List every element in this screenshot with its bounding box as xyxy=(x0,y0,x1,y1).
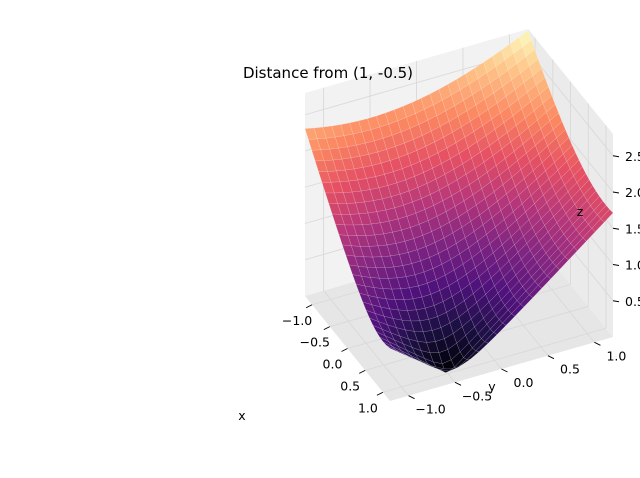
surface-mesh xyxy=(304,30,614,373)
chart-title: Distance from (1, -0.5) xyxy=(243,64,413,82)
y-tick-mark xyxy=(547,355,555,360)
z-tick-label: 1.0 xyxy=(625,258,640,273)
z-tick-label: 1.5 xyxy=(625,221,640,236)
y-tick-mark xyxy=(408,395,415,400)
z-tick-mark xyxy=(612,300,620,303)
surface-cell xyxy=(484,332,498,344)
surface-cell xyxy=(457,359,471,368)
surface-cell xyxy=(555,256,569,270)
surface-cell xyxy=(395,349,408,357)
z-tick-mark xyxy=(612,227,620,230)
z-tick-label: 2.0 xyxy=(625,185,640,200)
x-tick-mark xyxy=(341,348,348,352)
y-tick-label: 0.5 xyxy=(560,362,580,377)
x-tick-label: 1.0 xyxy=(358,400,378,415)
surface-cell xyxy=(511,303,525,317)
z-axis-label: z xyxy=(577,204,584,219)
surface-cell xyxy=(386,345,400,353)
surface-cell xyxy=(413,358,426,364)
y-tick-label: 1.0 xyxy=(606,348,626,363)
y-tick-mark xyxy=(454,381,462,386)
axis-ticks: −1.0 −0.5 0.0 0.5 1.0 −1.0 −0.5 0.0 0.5 1.0 0.5 1.0… xyxy=(282,149,640,417)
y-tick-label: −0.5 xyxy=(462,388,492,403)
surface-cell xyxy=(520,294,533,308)
surface-cell xyxy=(591,218,605,233)
x-axis-label: x xyxy=(238,408,245,423)
gridline-y-floor xyxy=(323,290,409,396)
gridline-z-back xyxy=(527,50,614,157)
surface-cell xyxy=(448,365,462,372)
x-tick-mark xyxy=(359,369,366,374)
x-tick-label: 0.5 xyxy=(340,378,360,393)
x-tick-mark xyxy=(323,326,330,331)
z-tick-label: 0.5 xyxy=(625,294,640,309)
y-axis-label: y xyxy=(488,379,496,394)
y-tick-label: 0.0 xyxy=(514,375,534,390)
y-tick-mark xyxy=(594,341,601,346)
y-tick-label: −1.0 xyxy=(415,402,445,417)
x-tick-label: −0.5 xyxy=(300,335,330,350)
z-tick-mark xyxy=(612,264,620,266)
surface-cell xyxy=(582,228,596,242)
x-tick-mark xyxy=(376,391,384,396)
surface-cell xyxy=(440,368,453,372)
x-tick-mark xyxy=(305,304,313,309)
x-tick-label: −1.0 xyxy=(282,313,312,328)
z-tick-label: 2.5 xyxy=(625,149,640,164)
x-tick-label: 0.0 xyxy=(323,357,343,372)
z-tick-mark xyxy=(612,191,620,194)
surface-cell xyxy=(422,362,435,367)
z-tick-mark xyxy=(612,155,620,158)
surface-cell xyxy=(529,285,542,298)
y-tick-mark xyxy=(501,368,508,373)
